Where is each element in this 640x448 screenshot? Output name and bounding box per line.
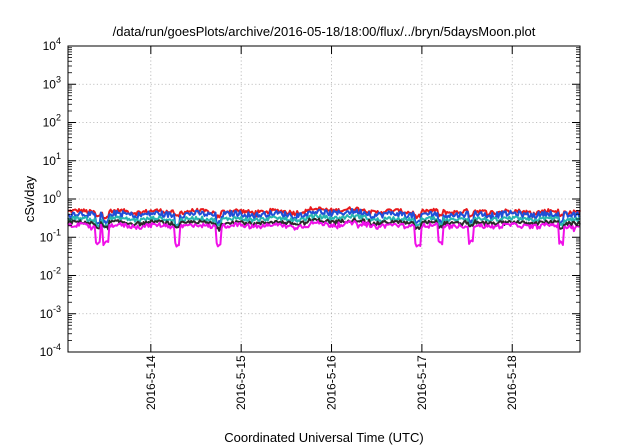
x-tick-label: 2016-5-16 (325, 355, 339, 410)
series-line (67, 206, 581, 221)
data-series (67, 206, 581, 248)
x-tick-label: 2016-5-17 (415, 355, 429, 410)
grid-lines (68, 46, 580, 352)
y-tick-label: 102 (43, 113, 61, 130)
x-tick-label: 2016-5-15 (234, 355, 248, 410)
y-tick-exponent: 4 (56, 36, 61, 46)
y-tick-label: 10-1 (40, 227, 61, 244)
y-tick-exponent: 0 (56, 189, 61, 199)
y-tick-exponent: 2 (56, 113, 61, 123)
y-tick-exponent: -1 (53, 227, 61, 237)
y-tick-label: 10-4 (40, 342, 61, 359)
x-axis-label: Coordinated Universal Time (UTC) (224, 430, 423, 445)
y-tick-label: 101 (43, 151, 61, 168)
y-tick-label: 103 (43, 74, 61, 91)
y-axis-label: cSv/day (22, 175, 37, 222)
x-tick-label: 2016-5-18 (505, 355, 519, 410)
y-tick-exponent: -2 (53, 266, 61, 276)
series-line (67, 213, 581, 229)
y-tick-label: 10-2 (40, 266, 61, 283)
x-tick-label: 2016-5-14 (144, 355, 158, 410)
x-axis: 2016-5-14 2016-5-15 2016-5-16 2016-5-17 2016… (144, 46, 519, 410)
y-tick-exponent: -3 (53, 304, 61, 314)
y-tick-label: 104 (43, 36, 61, 53)
chart-title: /data/run/goesPlots/archive/2016-05-18/1… (113, 24, 536, 39)
y-tick-exponent: 1 (56, 151, 61, 161)
series-line (67, 220, 581, 248)
y-tick-exponent: -4 (53, 342, 61, 352)
y-tick-label: 100 (43, 189, 61, 206)
y-tick-label: 10-3 (40, 304, 61, 321)
y-tick-exponent: 3 (56, 74, 61, 84)
